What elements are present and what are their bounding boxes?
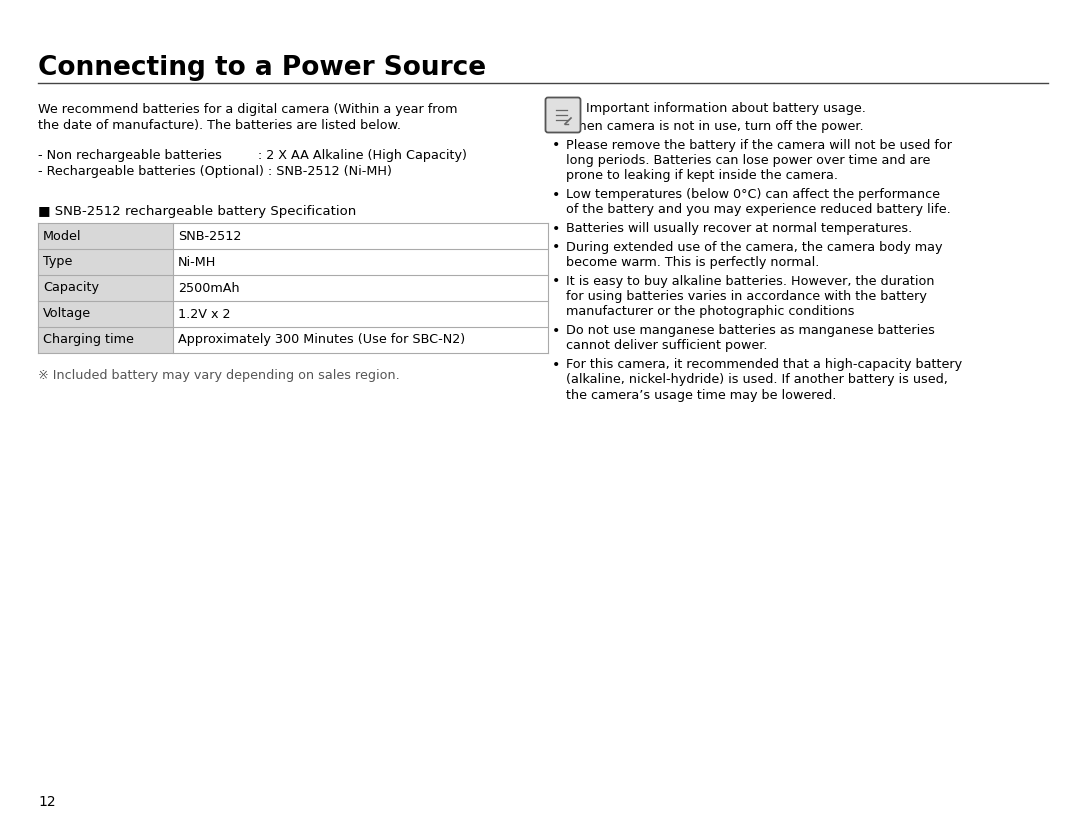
Text: cannot deliver sufficient power.: cannot deliver sufficient power. (566, 340, 768, 353)
Text: for using batteries varies in accordance with the battery: for using batteries varies in accordance… (566, 290, 927, 303)
Text: Voltage: Voltage (43, 307, 91, 320)
Text: •: • (552, 188, 561, 202)
Text: Do not use manganese batteries as manganese batteries: Do not use manganese batteries as mangan… (566, 324, 935, 337)
Text: For this camera, it recommended that a high-capacity battery: For this camera, it recommended that a h… (566, 358, 962, 371)
Text: Charging time: Charging time (43, 333, 134, 346)
Text: Batteries will usually recover at normal temperatures.: Batteries will usually recover at normal… (566, 222, 913, 235)
Text: ■ SNB-2512 rechargeable battery Specification: ■ SNB-2512 rechargeable battery Specific… (38, 205, 356, 218)
Bar (38, 327, 173, 353)
Text: Please remove the battery if the camera will not be used for: Please remove the battery if the camera … (566, 139, 951, 152)
Text: Approximately 300 Minutes (Use for SBC-N2): Approximately 300 Minutes (Use for SBC-N… (178, 333, 465, 346)
Text: •: • (552, 120, 561, 134)
Text: prone to leaking if kept inside the camera.: prone to leaking if kept inside the came… (566, 170, 838, 183)
Text: Capacity: Capacity (43, 281, 99, 294)
Text: •: • (552, 324, 561, 338)
Text: 2500mAh: 2500mAh (178, 281, 240, 294)
Text: the date of manufacture). The batteries are listed below.: the date of manufacture). The batteries … (38, 118, 401, 131)
Text: long periods. Batteries can lose power over time and are: long periods. Batteries can lose power o… (566, 154, 930, 167)
Text: - Rechargeable batteries (Optional) : SNB-2512 (Ni-MH): - Rechargeable batteries (Optional) : SN… (38, 165, 392, 178)
Text: •: • (552, 275, 561, 289)
Text: Low temperatures (below 0°C) can affect the performance: Low temperatures (below 0°C) can affect … (566, 188, 940, 201)
Bar (173, 327, 548, 353)
Text: During extended use of the camera, the camera body may: During extended use of the camera, the c… (566, 240, 943, 253)
Bar (38, 275, 173, 301)
Text: •: • (552, 139, 561, 152)
Text: of the battery and you may experience reduced battery life.: of the battery and you may experience re… (566, 204, 950, 217)
Text: •: • (552, 358, 561, 372)
Bar (38, 249, 173, 275)
Bar (173, 301, 548, 327)
Bar (173, 223, 548, 249)
Text: become warm. This is perfectly normal.: become warm. This is perfectly normal. (566, 256, 820, 269)
Text: (alkaline, nickel-hydride) is used. If another battery is used,: (alkaline, nickel-hydride) is used. If a… (566, 373, 948, 386)
FancyBboxPatch shape (545, 98, 581, 133)
Text: Important information about battery usage.: Important information about battery usag… (586, 102, 866, 115)
Text: 1.2V x 2: 1.2V x 2 (178, 307, 230, 320)
Text: Ni-MH: Ni-MH (178, 255, 216, 268)
Text: the camera’s usage time may be lowered.: the camera’s usage time may be lowered. (566, 389, 836, 402)
Text: Connecting to a Power Source: Connecting to a Power Source (38, 55, 486, 81)
Text: Type: Type (43, 255, 72, 268)
Text: Model: Model (43, 230, 81, 243)
Bar (173, 249, 548, 275)
Text: - Non rechargeable batteries         : 2 X AA Alkaline (High Capacity): - Non rechargeable batteries : 2 X AA Al… (38, 149, 467, 162)
Text: SNB-2512: SNB-2512 (178, 230, 241, 243)
Text: We recommend batteries for a digital camera (Within a year from: We recommend batteries for a digital cam… (38, 103, 458, 116)
Text: •: • (552, 222, 561, 236)
Bar (38, 301, 173, 327)
Bar (38, 223, 173, 249)
Bar (173, 275, 548, 301)
Text: 12: 12 (38, 795, 56, 809)
Text: ※ Included battery may vary depending on sales region.: ※ Included battery may vary depending on… (38, 369, 400, 382)
Text: manufacturer or the photographic conditions: manufacturer or the photographic conditi… (566, 306, 854, 319)
Text: It is easy to buy alkaline batteries. However, the duration: It is easy to buy alkaline batteries. Ho… (566, 275, 934, 288)
Text: •: • (552, 240, 561, 254)
Text: When camera is not in use, turn off the power.: When camera is not in use, turn off the … (566, 120, 864, 133)
